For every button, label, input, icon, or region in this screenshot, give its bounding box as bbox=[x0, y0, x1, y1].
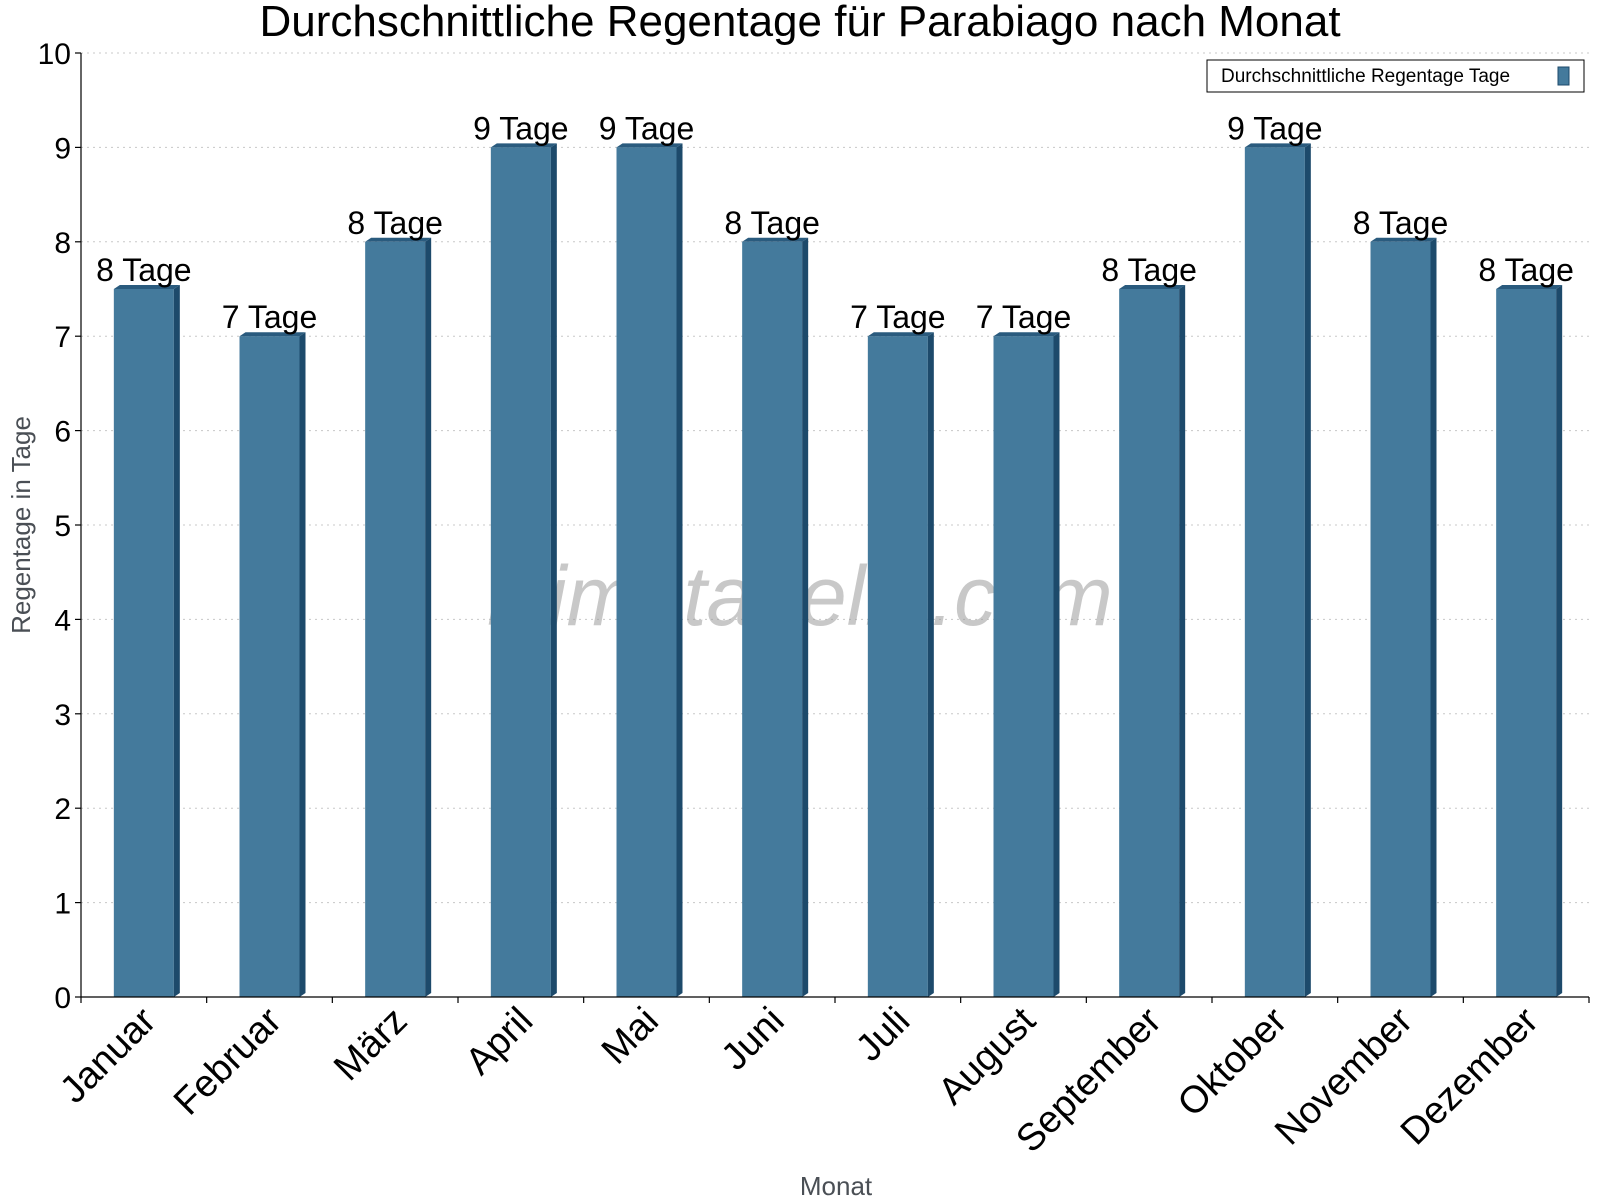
y-tick-label: 5 bbox=[54, 510, 71, 543]
bar-front bbox=[239, 336, 300, 997]
data-label: 8 Tage bbox=[96, 252, 192, 288]
y-tick-label: 10 bbox=[38, 38, 71, 71]
bar-side bbox=[1556, 285, 1563, 997]
bar bbox=[867, 332, 934, 997]
bar-top bbox=[113, 285, 180, 289]
bar-side bbox=[676, 143, 683, 997]
x-tick-label: Dezember bbox=[1393, 999, 1547, 1153]
bar-front bbox=[113, 289, 174, 997]
y-tick-label: 7 bbox=[54, 321, 71, 354]
bar-side bbox=[1430, 237, 1437, 998]
data-label: 7 Tage bbox=[222, 299, 318, 335]
bar-front bbox=[742, 241, 803, 998]
bar bbox=[365, 237, 432, 998]
bar-top bbox=[1119, 285, 1186, 289]
y-tick-labels: 0 1 2 3 4 5 6 7 8 9 10 bbox=[38, 38, 81, 1015]
data-label: 8 Tage bbox=[1478, 252, 1574, 288]
bar-front bbox=[1244, 147, 1305, 997]
y-tick-label: 6 bbox=[54, 416, 71, 449]
bar bbox=[742, 237, 809, 998]
x-tick-label: März bbox=[326, 1000, 415, 1089]
legend-box bbox=[1206, 59, 1585, 93]
bars bbox=[113, 143, 1563, 998]
bar bbox=[1370, 237, 1437, 998]
bar bbox=[1244, 143, 1311, 997]
x-tick-label: Januar bbox=[52, 999, 164, 1111]
x-tick-labels: Januar Februar März April Mai Juni Juli AugustS… bbox=[52, 997, 1590, 1161]
bar bbox=[1496, 285, 1563, 997]
y-tick-label: 1 bbox=[54, 888, 71, 921]
legend: Durchschnittliche Regentage Tage bbox=[1206, 59, 1585, 93]
data-label: 9 Tage bbox=[473, 110, 569, 146]
y-tick-label: 4 bbox=[54, 604, 71, 637]
bar bbox=[239, 332, 306, 997]
bar bbox=[993, 332, 1060, 997]
bar-front bbox=[365, 241, 426, 998]
x-tick-label: Juni bbox=[714, 1000, 793, 1079]
x-tick-label: November bbox=[1267, 999, 1421, 1153]
bar-side bbox=[1304, 143, 1311, 997]
x-axis-label: Monat bbox=[800, 1171, 873, 1200]
bar-top bbox=[239, 332, 306, 337]
bar-front bbox=[867, 336, 928, 997]
bar-side bbox=[173, 285, 180, 997]
bar-side bbox=[1053, 332, 1060, 997]
data-label: 8 Tage bbox=[1101, 252, 1197, 288]
data-label: 9 Tage bbox=[599, 110, 695, 146]
y-tick-label: 3 bbox=[54, 699, 71, 732]
bar-top bbox=[1370, 237, 1437, 242]
grid-lines bbox=[81, 52, 1589, 904]
bar-side bbox=[1179, 285, 1186, 997]
data-label: 8 Tage bbox=[1353, 205, 1449, 241]
data-label: 9 Tage bbox=[1227, 110, 1323, 146]
y-tick-label: 9 bbox=[54, 132, 71, 165]
bar-front bbox=[993, 336, 1054, 997]
data-label: 7 Tage bbox=[976, 299, 1072, 335]
bar-side bbox=[802, 237, 809, 998]
x-tick-label: August bbox=[931, 999, 1045, 1113]
bar-top bbox=[490, 143, 557, 148]
bar-side bbox=[299, 332, 306, 997]
legend-swatch bbox=[1557, 66, 1570, 86]
y-tick-label: 2 bbox=[54, 793, 71, 826]
data-label: 8 Tage bbox=[724, 205, 820, 241]
bar-top bbox=[867, 332, 934, 337]
bar-top bbox=[993, 332, 1060, 337]
bar bbox=[113, 285, 180, 997]
bar-top bbox=[742, 237, 809, 242]
bar-top bbox=[365, 237, 432, 242]
bar bbox=[616, 143, 683, 997]
bar-front bbox=[1496, 289, 1557, 997]
bar-front bbox=[1119, 289, 1180, 997]
bar-top bbox=[1496, 285, 1563, 289]
y-axis-label: Regentage in Tage bbox=[6, 416, 36, 634]
bar-front bbox=[490, 147, 551, 997]
axes bbox=[80, 53, 1589, 998]
bar-side bbox=[927, 332, 934, 997]
x-tick-label: Februar bbox=[166, 999, 290, 1123]
bar-side bbox=[550, 143, 557, 997]
x-tick-label: Oktober bbox=[1170, 999, 1296, 1125]
data-labels: 8 Tage 7 Tage 8 Tage 9 Tage 9 Tage 8 Tage 7 Ta… bbox=[96, 110, 1574, 335]
legend-label: Durchschnittliche Regentage Tage bbox=[1221, 66, 1510, 87]
x-tick-label: April bbox=[458, 1000, 541, 1083]
y-tick-label: 0 bbox=[54, 982, 71, 1015]
bar bbox=[1119, 285, 1186, 997]
bar-front bbox=[1370, 241, 1431, 998]
y-tick-label: 8 bbox=[54, 227, 71, 260]
x-tick-label: Juli bbox=[848, 1000, 918, 1070]
chart-title: Durchschnittliche Regentage für Parabiag… bbox=[259, 0, 1340, 46]
bar-front bbox=[616, 147, 677, 997]
data-label: 7 Tage bbox=[850, 299, 946, 335]
bar-top bbox=[616, 143, 683, 148]
data-label: 8 Tage bbox=[347, 205, 443, 241]
x-tick-label: Mai bbox=[594, 1000, 667, 1073]
bar-top bbox=[1244, 143, 1311, 148]
bar bbox=[490, 143, 557, 997]
bar-side bbox=[425, 237, 432, 998]
